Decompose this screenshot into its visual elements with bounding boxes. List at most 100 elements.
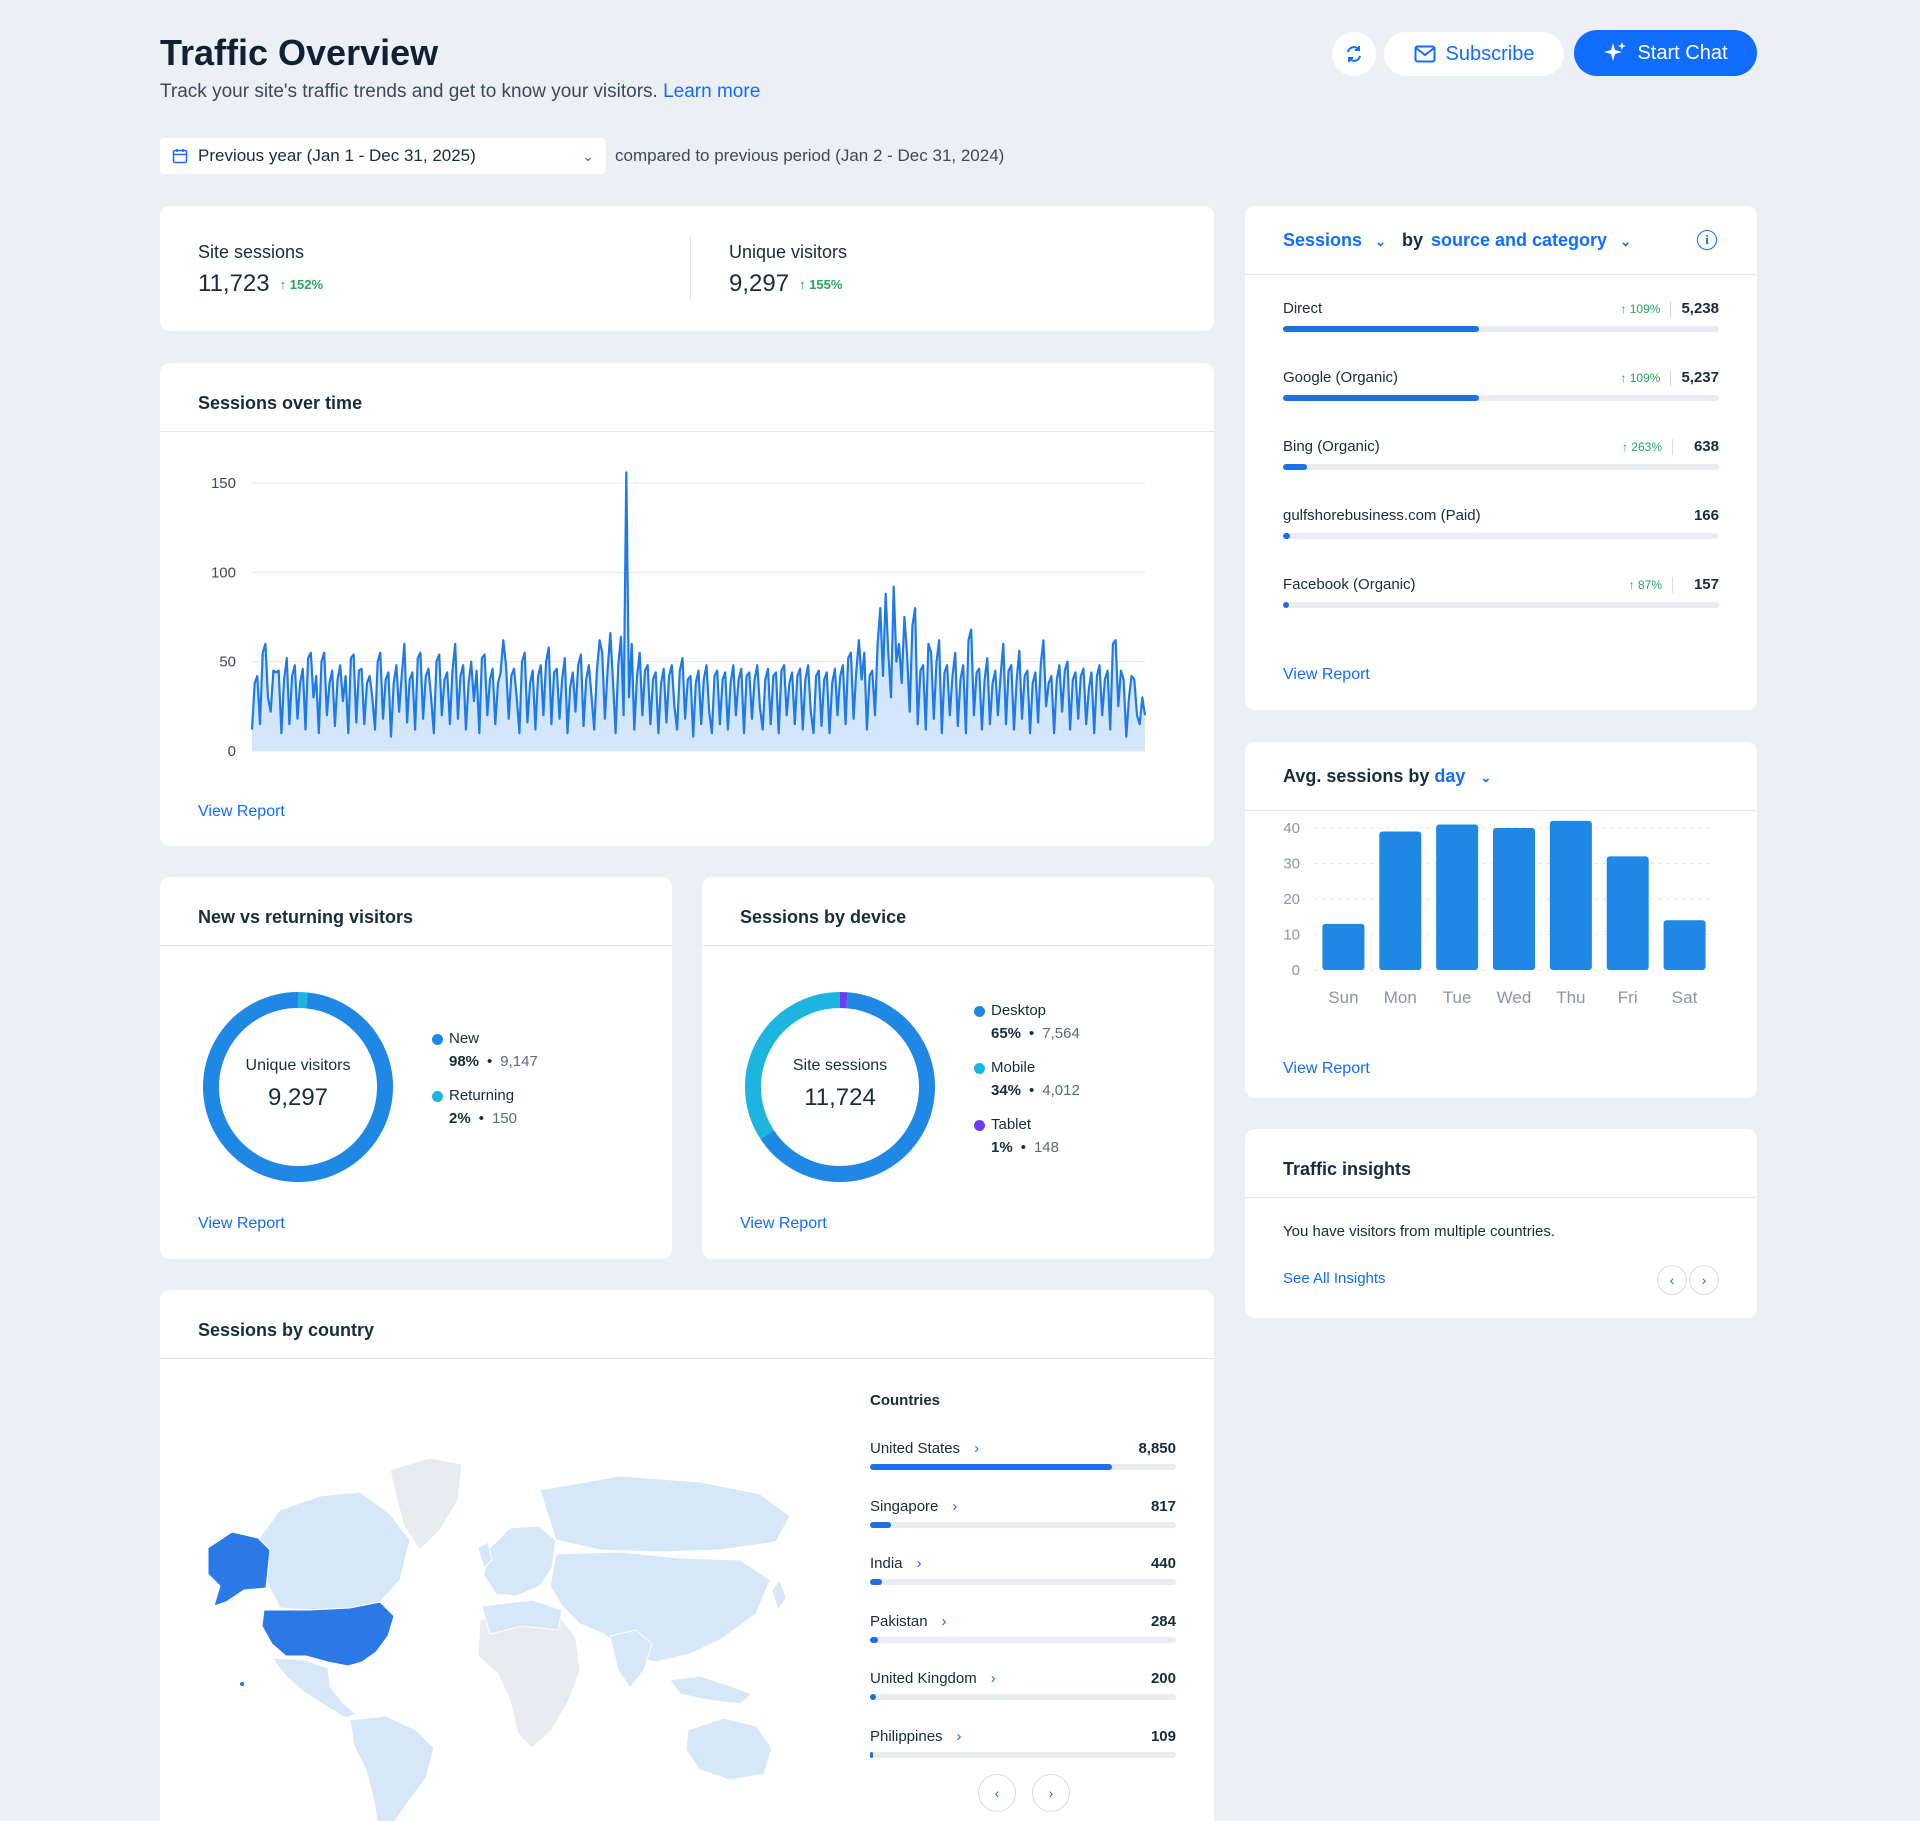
source-row[interactable]: Facebook (Organic) ↑ 87% 157 (1283, 576, 1719, 616)
country-name: Philippines › (870, 1728, 962, 1745)
country-row[interactable]: Philippines › 109 (870, 1728, 1176, 1768)
countries-next-button[interactable]: › (1032, 1774, 1070, 1812)
legend-separator: • (487, 1053, 493, 1070)
legend-dot (432, 1090, 443, 1102)
map-se-asia (669, 1675, 753, 1705)
metric-dropdown[interactable]: Sessions ⌄ (1283, 230, 1386, 251)
map-africa-north (481, 1599, 563, 1635)
x-tick-label: Mar 4 (383, 770, 421, 771)
source-name: gulfshorebusiness.com (Paid) (1283, 507, 1481, 524)
source-view-report[interactable]: View Report (1283, 666, 1370, 683)
chevron-right-icon: › (1048, 1785, 1054, 1801)
sessions-over-time-view-report[interactable]: View Report (198, 803, 285, 820)
donut-slice-desktop (760, 992, 935, 1182)
chevron-right-icon: › (956, 1727, 962, 1745)
chevron-down-icon: ⌄ (1375, 234, 1386, 249)
day-dropdown[interactable]: day ⌄ (1434, 766, 1491, 786)
legend-item: New 98% • 9,147 (432, 1030, 538, 1070)
map-asia (549, 1551, 771, 1663)
source-row[interactable]: Google (Organic) ↑ 109% 5,237 (1283, 369, 1719, 409)
device-view-report[interactable]: View Report (740, 1215, 827, 1232)
new-vs-returning-view-report[interactable]: View Report (198, 1215, 285, 1232)
x-tick-label: Thu (1556, 988, 1585, 1007)
y-tick-label: 50 (219, 654, 236, 671)
map-japan (771, 1578, 787, 1612)
source-values: ↑ 263% 638 (1622, 438, 1719, 455)
country-value: 8,850 (1138, 1440, 1176, 1457)
info-icon[interactable]: i (1697, 230, 1717, 250)
country-row[interactable]: United Kingdom › 200 (870, 1670, 1176, 1710)
source-bar-track (1283, 326, 1719, 332)
country-name: Singapore › (870, 1498, 957, 1515)
country-row[interactable]: Singapore › 817 (870, 1498, 1176, 1538)
source-row[interactable]: Direct ↑ 109% 5,238 (1283, 300, 1719, 340)
insight-prev-button[interactable]: ‹ (1657, 1265, 1687, 1295)
country-bar-fill (870, 1464, 1112, 1470)
legend-count: 4,012 (1042, 1082, 1080, 1099)
country-name: United Kingdom › (870, 1670, 996, 1687)
start-chat-button[interactable]: Start Chat (1574, 30, 1757, 76)
map-canada (257, 1491, 411, 1611)
x-tick-label: Tue (1443, 988, 1472, 1007)
legend-name: Mobile (991, 1059, 1036, 1076)
x-tick-label: Sun (1328, 988, 1358, 1007)
page-subtitle: Track your site's traffic trends and get… (160, 81, 760, 103)
unique-visitors-change-value: 155% (809, 276, 843, 292)
x-tick-label: Wed (1497, 988, 1532, 1007)
new-vs-returning-donut (203, 992, 393, 1182)
avg-day-view-report[interactable]: View Report (1283, 1060, 1370, 1077)
site-sessions-change: ↑ 152% (279, 276, 323, 292)
donut-slice-new (203, 992, 393, 1182)
source-change-value: 87% (1637, 577, 1662, 592)
arrow-up-icon: ↑ (1628, 577, 1638, 592)
donut-center-value: 11,724 (804, 1084, 876, 1111)
see-all-insights-link[interactable]: See All Insights (1283, 1270, 1386, 1287)
legend-name: Tablet (991, 1116, 1032, 1133)
country-row[interactable]: India › 440 (870, 1555, 1176, 1595)
country-row[interactable]: United States › 8,850 (870, 1440, 1176, 1480)
period-dropdown[interactable]: Previous year (Jan 1 - Dec 31, 2025) ⌄ (160, 138, 606, 174)
country-bar-fill (870, 1694, 876, 1700)
legend-dot (432, 1033, 443, 1045)
refresh-button[interactable] (1332, 32, 1376, 76)
country-row[interactable]: Pakistan › 284 (870, 1613, 1176, 1653)
source-value: 638 (1693, 438, 1719, 455)
card-divider (160, 1358, 1214, 1359)
legend-name: Returning (449, 1087, 515, 1104)
site-sessions-value: 11,723 ↑ 152% (198, 270, 323, 298)
sessions-by-country-card: Sessions by country Co (160, 1290, 1214, 1821)
legend-value-line: 65% • 7,564 (991, 1025, 1080, 1042)
source-bar-fill (1283, 602, 1290, 608)
dimension-dropdown[interactable]: source and category ⌄ (1431, 230, 1631, 251)
by-label: by (1401, 230, 1423, 250)
avg-day-title: Avg. sessions by day ⌄ (1283, 766, 1491, 787)
sessions-line (250, 471, 1147, 738)
card-divider (1245, 810, 1757, 811)
donut-center-value: 9,297 (267, 1084, 329, 1111)
chevron-right-icon: › (916, 1555, 922, 1572)
countries-prev-button[interactable]: ‹ (978, 1774, 1016, 1812)
bar-fri (1606, 856, 1649, 970)
map-russia (539, 1475, 791, 1553)
legend-dot (974, 1062, 985, 1074)
source-row[interactable]: gulfshorebusiness.com (Paid) 166 (1283, 507, 1719, 547)
traffic-insights-title: Traffic insights (1283, 1159, 1412, 1179)
subscribe-button[interactable]: Subscribe (1384, 32, 1564, 76)
unique-visitors-value: 9,297 ↑ 155% (729, 270, 842, 298)
avg-day-bar-chart: 0 10 20 30 40 Sun Mon Tue Wed Thu Fri Sat (1283, 820, 1713, 1007)
country-bar-track (870, 1636, 1176, 1643)
source-change-value: 263% (1631, 439, 1662, 454)
insight-next-button[interactable]: › (1689, 1265, 1719, 1295)
y-tick-label: 20 (1283, 891, 1300, 908)
insight-text: You have visitors from multiple countrie… (1283, 1223, 1556, 1240)
y-tick-label: 40 (1283, 820, 1300, 837)
learn-more-link[interactable]: Learn more (663, 81, 761, 102)
y-tick-label: 150 (211, 475, 236, 492)
bar-thu (1549, 820, 1592, 970)
value-separator (1670, 300, 1672, 317)
source-row[interactable]: Bing (Organic) ↑ 263% 638 (1283, 438, 1719, 478)
source-change: ↑ 87% (1629, 578, 1662, 592)
source-bar-fill (1283, 464, 1307, 470)
sessions-area (252, 472, 1145, 751)
x-tick-label: Sep 6 (833, 770, 872, 771)
